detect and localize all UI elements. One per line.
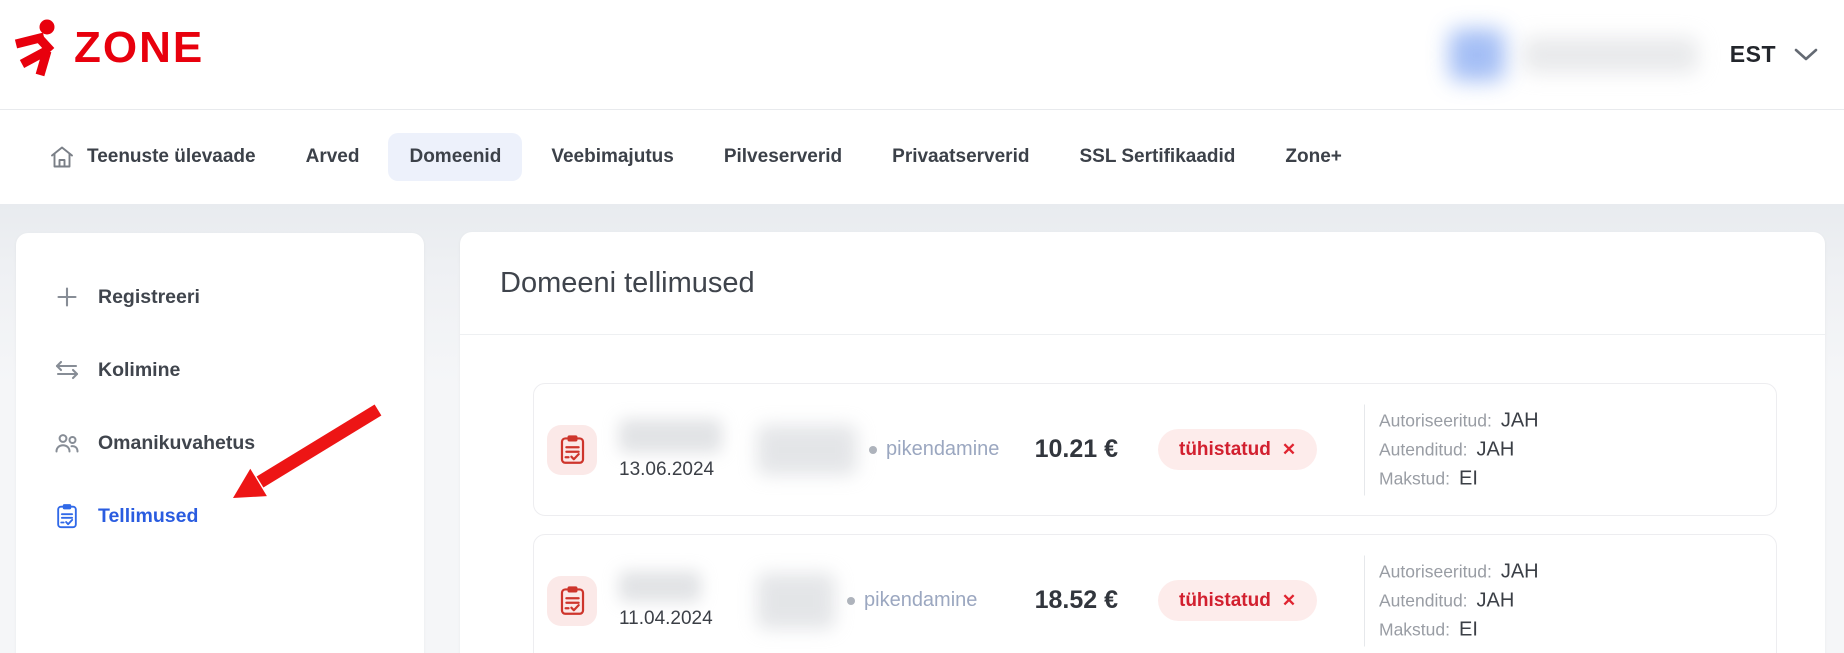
plus-icon (54, 285, 80, 309)
status-badge: tühistatud ✕ (1158, 429, 1318, 470)
x-icon: ✕ (1281, 590, 1297, 610)
sidebar-item-tellimused[interactable]: Tellimused (54, 501, 424, 531)
order-type: pikendamine (869, 438, 999, 461)
order-date: 13.06.2024 (619, 458, 715, 480)
bullet-dot-icon (869, 445, 877, 454)
nav-item-veebimajutus[interactable]: Veebimajutus (530, 133, 695, 181)
bullet-dot-icon (847, 596, 855, 605)
panel-header: Domeeni tellimused (460, 232, 1825, 335)
runner-icon (14, 18, 60, 78)
authorized-label: Autoriseeritud: (1379, 410, 1492, 430)
sidebar-item-label: Tellimused (98, 504, 199, 527)
order-price: 10.21 € (1034, 435, 1118, 463)
order-clipboard-icon (547, 575, 597, 626)
order-flags: Autoriseeritud: JAH Autenditud: JAH Makstu… (1364, 404, 1539, 495)
nav-label: Veebimajutus (551, 146, 674, 167)
sidebar-item-registreeri[interactable]: Registreeri (54, 282, 424, 312)
order-type: pikendamine (847, 589, 977, 612)
authenticated-value: JAH (1476, 589, 1515, 611)
paid-label: Makstud: (1379, 468, 1450, 488)
authorized-value: JAH (1500, 409, 1539, 431)
nav-label: Teenuste ülevaade (87, 146, 256, 167)
domain-sidebar: Registreeri Kolimine Omanikuvahetus (16, 233, 424, 653)
authenticated-label: Autenditud: (1379, 590, 1468, 610)
nav-item-privaatserverid[interactable]: Privaatserverid (871, 133, 1050, 181)
nav-label: Zone+ (1285, 146, 1342, 167)
top-header: ZONE EST (0, 0, 1844, 110)
order-type-label: pikendamine (886, 438, 1000, 460)
sidebar-item-kolimine[interactable]: Kolimine (54, 355, 424, 385)
order-flags: Autoriseeritud: JAH Autenditud: JAH Makstu… (1364, 555, 1539, 646)
clipboard-icon (54, 503, 80, 529)
transfer-arrows-icon (54, 358, 80, 382)
status-label: tühistatud (1179, 589, 1271, 611)
home-icon (49, 144, 75, 170)
authenticated-value: JAH (1476, 438, 1515, 460)
nav-item-ssl-sertifikaadid[interactable]: SSL Sertifikaadid (1058, 133, 1256, 181)
redacted-domain-name (619, 571, 701, 602)
redacted-customer-name (757, 572, 835, 629)
language-selector[interactable]: EST (1730, 41, 1818, 68)
orders-panel: Domeeni tellimused 13.06.2024 (460, 232, 1825, 653)
main-nav: Teenuste ülevaade Arved Domeenid Veebima… (0, 110, 1844, 204)
nav-label: Arved (305, 146, 360, 167)
status-badge: tühistatud ✕ (1158, 580, 1318, 621)
authorized-label: Autoriseeritud: (1379, 561, 1492, 581)
avatar[interactable] (1448, 28, 1505, 81)
nav-item-domeenid[interactable]: Domeenid (388, 133, 523, 181)
order-row[interactable]: 13.06.2024 pikendamine 10.21 € tühistatu… (533, 383, 1777, 516)
nav-label: Privaatserverid (892, 146, 1030, 167)
order-row[interactable]: 11.04.2024 pikendamine 18.52 € tühistatu… (533, 534, 1777, 653)
sidebar-item-label: Kolimine (98, 358, 181, 381)
order-date: 11.04.2024 (619, 608, 713, 629)
sidebar-item-label: Omanikuvahetus (98, 431, 256, 454)
nav-item-pilveserverid[interactable]: Pilveserverid (703, 133, 863, 181)
order-clipboard-icon (547, 424, 597, 475)
redacted-customer-name (757, 424, 857, 475)
nav-label: Domeenid (409, 146, 502, 167)
content-area: Registreeri Kolimine Omanikuvahetus (0, 204, 1844, 653)
chevron-down-icon (1794, 48, 1818, 62)
status-label: tühistatud (1179, 438, 1271, 460)
paid-value: EI (1459, 467, 1478, 489)
authorized-value: JAH (1500, 560, 1539, 582)
nav-label: SSL Sertifikaadid (1079, 146, 1236, 167)
logo-wordmark: ZONE (74, 23, 205, 72)
nav-item-arved[interactable]: Arved (285, 133, 381, 181)
language-label: EST (1729, 41, 1776, 67)
user-name-redacted[interactable] (1522, 36, 1698, 73)
nav-label: Pilveserverid (723, 146, 843, 167)
paid-label: Makstud: (1379, 619, 1450, 639)
order-type-label: pikendamine (864, 589, 978, 611)
nav-item-teenuste-ulevaade[interactable]: Teenuste ülevaade (28, 131, 277, 183)
redacted-domain-name (619, 418, 722, 453)
zone-logo[interactable]: ZONE (14, 18, 204, 78)
paid-value: EI (1459, 618, 1478, 640)
page-title: Domeeni tellimused (500, 266, 755, 299)
x-icon: ✕ (1281, 439, 1297, 459)
authenticated-label: Autenditud: (1379, 439, 1468, 459)
sidebar-item-omanikuvahetus[interactable]: Omanikuvahetus (54, 428, 424, 458)
order-price: 18.52 € (1034, 586, 1118, 614)
people-icon (54, 431, 80, 455)
nav-item-zone-plus[interactable]: Zone+ (1264, 133, 1362, 181)
sidebar-item-label: Registreeri (98, 285, 200, 308)
